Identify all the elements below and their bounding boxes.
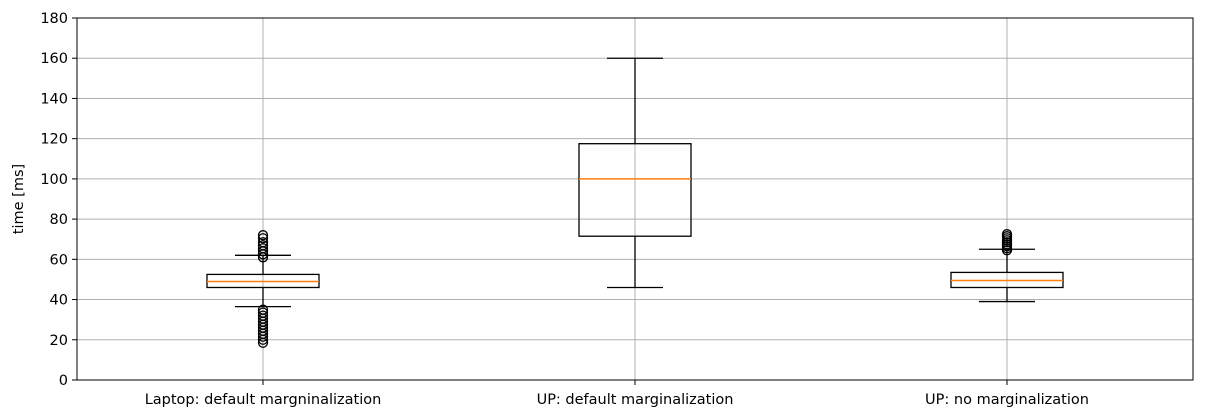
outlier-point	[257, 304, 269, 315]
box-group	[206, 230, 320, 348]
outlier-point	[257, 230, 269, 241]
x-tick-label: UP: default marginalization	[537, 392, 734, 408]
boxes	[206, 57, 1064, 348]
outlier-point	[1001, 229, 1013, 240]
y-tick-label: 20	[50, 333, 68, 349]
outlier-point	[257, 310, 269, 321]
outlier-point	[257, 240, 269, 251]
outlier-point	[257, 243, 269, 254]
y-tick-label: 120	[40, 132, 68, 148]
y-tick-label: 0	[59, 373, 68, 389]
y-tick-label: 80	[50, 212, 68, 228]
y-tick-label: 160	[40, 51, 68, 67]
box-group	[950, 229, 1064, 303]
y-tick-label: 40	[50, 293, 68, 309]
y-tick-label: 140	[40, 91, 68, 107]
y-axis-ticks: 0 20 40 60 80 100 120 140 160 180	[40, 11, 77, 389]
outlier-point	[257, 233, 269, 244]
y-tick-label: 100	[40, 172, 68, 188]
box-group	[578, 57, 692, 289]
x-tick-label: UP: no marginalization	[925, 392, 1089, 408]
y-tick-label: 60	[50, 252, 68, 268]
x-axis-ticks: Laptop: default margninalization UP: defa…	[145, 380, 1089, 408]
y-tick-label: 180	[40, 11, 68, 27]
y-axis-label: time [ms]	[11, 164, 27, 234]
x-tick-label: Laptop: default margninalization	[145, 392, 382, 408]
iqr-box	[578, 143, 692, 237]
outlier-point	[257, 237, 269, 248]
outlier-point	[257, 307, 269, 318]
